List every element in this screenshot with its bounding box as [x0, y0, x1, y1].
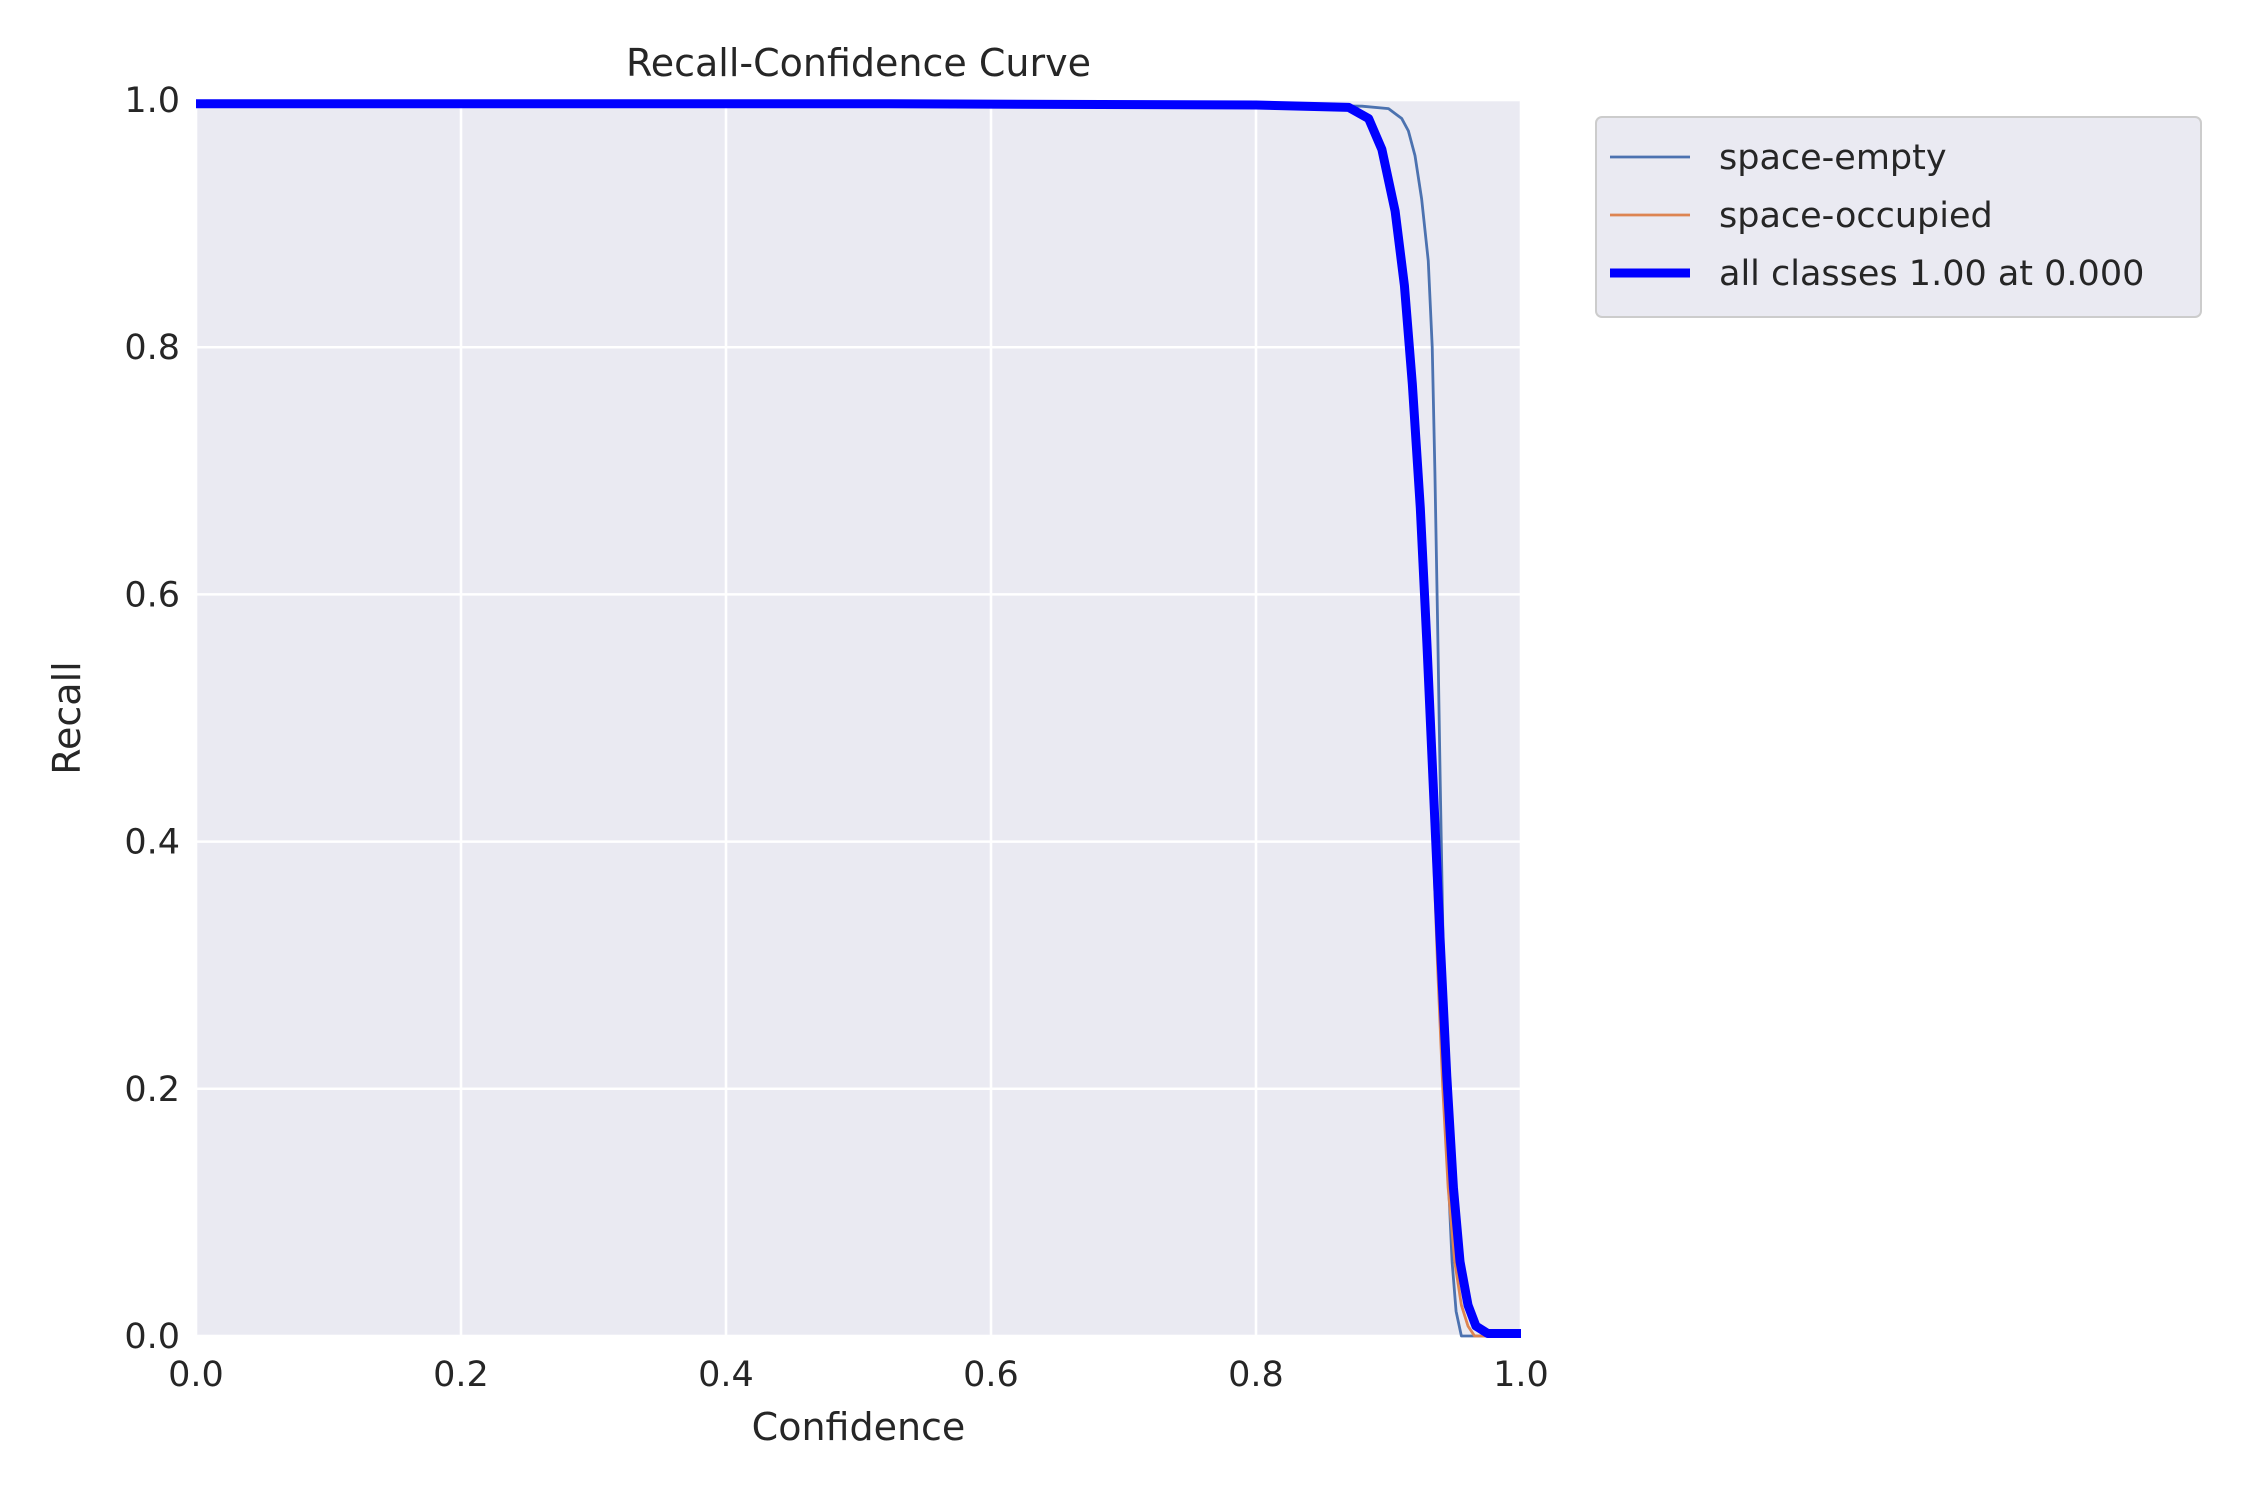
y-tick-label: 0.6: [124, 575, 180, 615]
y-tick-label: 0.2: [124, 1070, 180, 1110]
x-tick-label: 0.0: [168, 1355, 224, 1395]
series-lines: [196, 99, 1521, 1339]
y-tick-label: 0.4: [124, 823, 180, 863]
y-tick-label: 0.0: [124, 1317, 180, 1357]
x-tick-label: 0.4: [698, 1355, 754, 1395]
chart-title: Recall-Confidence Curve: [626, 41, 1091, 85]
legend-entries: space-empty space-occupied all classes 1.0…: [1610, 138, 2144, 294]
legend-label: space-empty: [1719, 138, 1947, 178]
tick-labels: 0.0 0.2 0.4 0.6 0.8 1.0 0.0 0.2 0.4 0.6 0.8 1.0: [124, 81, 1549, 1395]
x-tick-label: 0.2: [433, 1355, 489, 1395]
y-tick-label: 0.8: [124, 328, 180, 368]
x-tick-label: 0.6: [963, 1355, 1019, 1395]
y-tick-label: 1.0: [124, 81, 180, 121]
legend-label: space-occupied: [1719, 196, 1993, 236]
grid-lines: [194, 98, 1523, 1338]
series-line-all-classes-1-00-at-0-000: [196, 99, 1521, 1339]
x-axis-label: Confidence: [752, 1405, 966, 1449]
legend: space-empty space-occupied all classes 1.0…: [1595, 116, 2202, 318]
x-tick-label: 1.0: [1493, 1355, 1549, 1395]
plot-area: [196, 100, 1521, 1336]
x-tick-label: 0.8: [1228, 1355, 1284, 1395]
y-axis-label: Recall: [45, 661, 89, 774]
legend-label: all classes 1.00 at 0.000: [1719, 254, 2144, 294]
legend-box: [1595, 116, 2202, 318]
